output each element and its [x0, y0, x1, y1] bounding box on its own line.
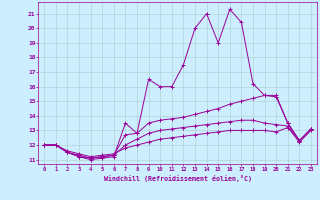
X-axis label: Windchill (Refroidissement éolien,°C): Windchill (Refroidissement éolien,°C): [104, 175, 252, 182]
